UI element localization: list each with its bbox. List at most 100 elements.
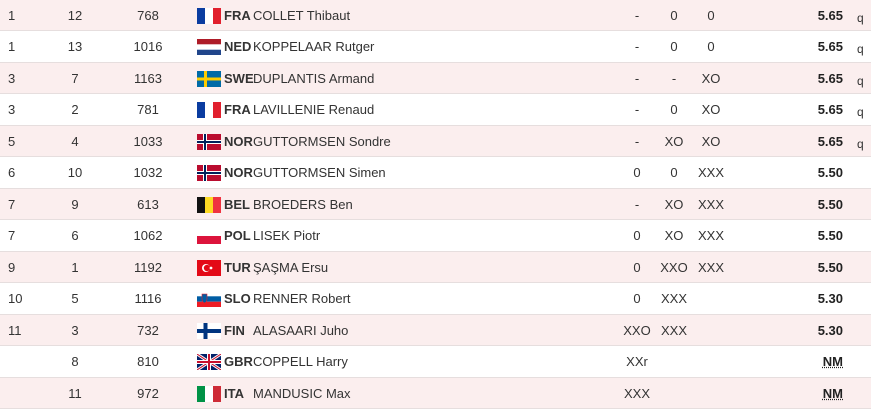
- attempt: 0: [670, 8, 678, 23]
- attempt: XXX: [697, 196, 724, 212]
- attempt: 0: [707, 8, 715, 23]
- result: 5.65: [817, 133, 843, 149]
- qualification: q: [857, 105, 864, 120]
- bib: 1016: [133, 39, 163, 55]
- rank: 7: [8, 196, 16, 212]
- order: 9: [71, 196, 79, 212]
- row: 3 2 781 FRA LAVILLENIE Renaud - 0 XO 5.65 q: [0, 94, 871, 126]
- row: 11 972 ITA MANDUSIC Max XXX NM: [0, 377, 871, 409]
- bib: 1192: [134, 259, 162, 275]
- result: NM: [822, 385, 843, 401]
- attempt: 0: [670, 102, 678, 118]
- result: 5.50: [817, 259, 843, 275]
- athlete-name: COPPELL Harry: [253, 354, 348, 370]
- rank: 6: [8, 165, 16, 181]
- athlete-name: LAVILLENIE Renaud: [253, 102, 375, 118]
- order: 2: [71, 102, 79, 118]
- result: 5.65: [817, 70, 843, 86]
- bib: 613: [137, 196, 159, 212]
- order: 1: [71, 259, 79, 275]
- rank: 7: [8, 228, 16, 244]
- attempt: XXO: [660, 259, 688, 275]
- rank: 10: [8, 291, 23, 307]
- attempt: -: [634, 133, 640, 149]
- attempt: XO: [701, 102, 721, 118]
- bib: 810: [137, 354, 159, 370]
- attempt: XXr: [626, 354, 648, 370]
- row: 1 13 1016 NED KOPPELAAR Rutger - 0 0 5.65 q: [0, 31, 871, 63]
- rank: 11: [8, 322, 22, 338]
- row: 8 810 GBR COPPELL Harry XXr NM: [0, 346, 871, 378]
- order: 6: [71, 228, 79, 244]
- bib: 732: [137, 322, 159, 338]
- attempt: -: [634, 102, 640, 118]
- order: 13: [67, 39, 83, 55]
- flag: [197, 70, 221, 87]
- flag: [197, 259, 221, 276]
- attempt: -: [634, 39, 640, 55]
- order: 10: [67, 165, 83, 181]
- attempt: XXX: [697, 259, 724, 275]
- rank: 1: [8, 39, 16, 55]
- order: 11: [68, 385, 82, 401]
- attempt: XO: [664, 196, 684, 212]
- result: NM: [822, 354, 843, 370]
- qualification: q: [857, 73, 864, 88]
- flag: [197, 133, 221, 150]
- attempt: 0: [633, 165, 641, 181]
- attempt: 0: [670, 39, 678, 55]
- qualification: q: [857, 42, 864, 57]
- attempt: XXX: [660, 291, 687, 307]
- attempt: XO: [701, 70, 721, 86]
- rank: 5: [8, 133, 16, 149]
- country-code: FRA: [224, 8, 251, 23]
- rank: 3: [8, 70, 16, 86]
- order: 12: [67, 8, 83, 23]
- row: 11 3 732 FIN ALASAARI Juho XXO XXX 5.30: [0, 314, 871, 347]
- attempt: XXX: [697, 165, 724, 181]
- attempt: 0: [633, 228, 641, 244]
- athlete-name: LISEK Piotr: [253, 228, 321, 244]
- attempt: XXX: [623, 385, 650, 401]
- row: 9 1 1192 TUR ŞAŞMA Ersu 0 XXO XXX 5.50: [0, 251, 871, 284]
- athlete-name: MANDUSIC Max: [253, 385, 351, 401]
- attempt: -: [671, 70, 677, 86]
- result: 5.65: [817, 39, 843, 55]
- attempt: 0: [633, 259, 641, 275]
- attempt: XO: [664, 133, 684, 149]
- attempt: XXX: [697, 228, 724, 244]
- attempt: -: [634, 196, 640, 212]
- qualification: q: [857, 11, 864, 25]
- attempt: -: [634, 8, 640, 23]
- athlete-name: RENNER Robert: [253, 291, 351, 307]
- country-code: TUR: [224, 259, 251, 275]
- country-code: POL: [224, 228, 251, 244]
- flag: [197, 322, 221, 339]
- bib: 1116: [134, 291, 162, 307]
- rank: 1: [8, 8, 16, 23]
- result: 5.65: [817, 8, 843, 23]
- result: 5.50: [817, 228, 843, 244]
- bib: 781: [137, 102, 159, 118]
- bib: 1062: [133, 228, 163, 244]
- country-code: SWE: [224, 70, 254, 86]
- flag: [197, 102, 221, 119]
- flag: [197, 291, 221, 308]
- row: 7 6 1062 POL LISEK Piotr 0 XO XXX 5.50: [0, 220, 871, 252]
- bib: 1032: [133, 165, 163, 181]
- athlete-name: KOPPELAAR Rutger: [253, 39, 375, 55]
- row: 1 12 768 FRA COLLET Thibaut - 0 0 5.65 q: [0, 0, 871, 32]
- country-code: NED: [224, 39, 252, 55]
- result: 5.50: [817, 165, 843, 181]
- attempt: -: [634, 70, 640, 86]
- row: 10 5 1116 SLO RENNER Robert 0 XXX 5.30: [0, 283, 871, 315]
- flag: [197, 196, 221, 213]
- result: 5.65: [817, 102, 843, 118]
- attempt: 0: [707, 39, 715, 55]
- flag: [197, 8, 221, 24]
- flag: [197, 165, 221, 182]
- rank: 9: [8, 259, 16, 275]
- attempt: 0: [633, 291, 641, 307]
- attempt: 0: [670, 165, 678, 181]
